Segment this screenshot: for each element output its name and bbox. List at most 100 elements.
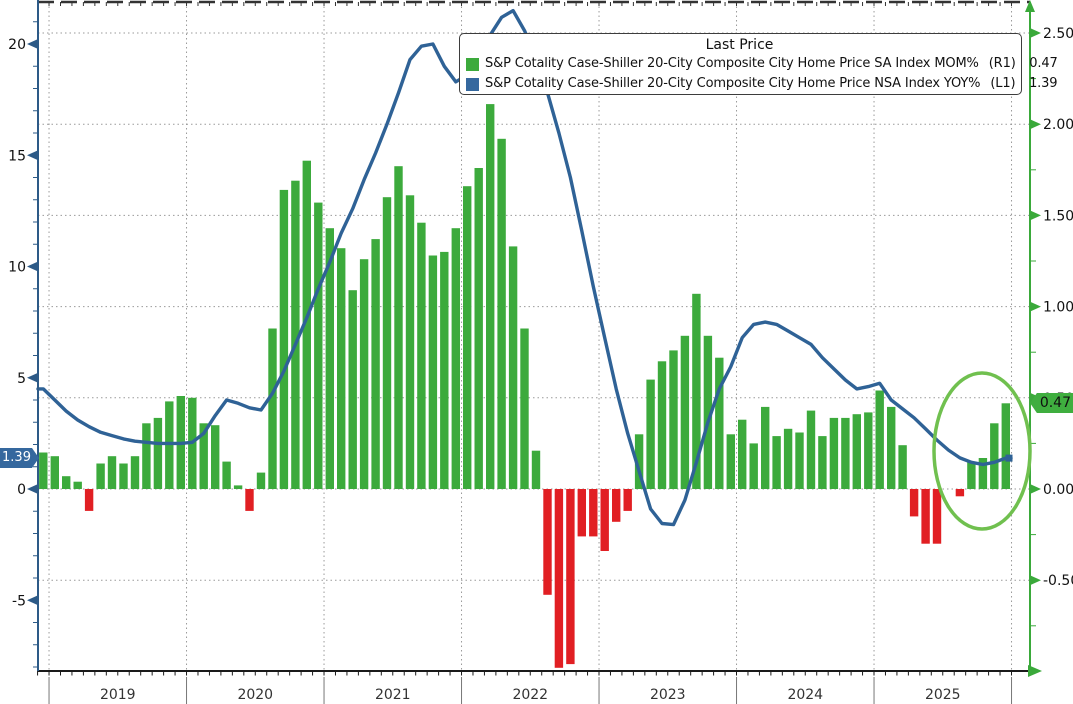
mom-bar [772, 436, 781, 489]
right-tick-arrow-icon [1031, 28, 1041, 38]
left-tick-arrow-icon [27, 150, 37, 160]
legend-title: Last Price [705, 37, 774, 53]
mom-bar [371, 239, 380, 489]
mom-bar [932, 489, 942, 544]
mom-bar [634, 434, 644, 489]
legend-entry-scale: (R1) [988, 56, 1016, 71]
mom-bar [818, 436, 827, 489]
yoy-line [36, 8, 1013, 527]
mom-bar [211, 425, 220, 489]
mom-bar [348, 290, 357, 489]
right-tick-arrow-icon [1031, 302, 1041, 312]
mom-bar [680, 335, 690, 489]
mom-bar [256, 472, 266, 489]
legend-entry-value: 0.47 [1029, 56, 1058, 71]
legend-entry-value: 1.39 [1029, 76, 1058, 91]
legend-entry-mom: S&P Cotality Case-Shiller 20-City Compos… [466, 54, 1058, 74]
left-tick-arrow-icon [27, 262, 37, 271]
x-axis-arrow-icon [1028, 665, 1042, 677]
mom-bar [921, 489, 930, 544]
mom-bar [107, 456, 117, 489]
mom-bar [909, 489, 919, 517]
mom-bar [302, 160, 311, 489]
line-end-marker [1005, 454, 1013, 462]
mom-bar [577, 489, 586, 537]
mom-bar [119, 463, 128, 489]
mom-bar [268, 328, 277, 489]
mom-bar [199, 423, 208, 489]
right-tick-arrow-icon [1031, 484, 1041, 494]
mom-bar [806, 410, 816, 489]
mom-bar [600, 489, 609, 551]
mom-bar [142, 423, 151, 489]
mom-bar [783, 428, 793, 489]
mom-bar [623, 489, 632, 511]
left-tick-arrow-icon [27, 484, 37, 494]
ellipse-annotation [932, 371, 1032, 531]
mom-bar [543, 489, 552, 595]
mom-bar [829, 417, 839, 489]
yoy-series-swatch-icon [466, 77, 479, 91]
mom-bar [554, 489, 564, 668]
mom-bar [130, 456, 140, 489]
mom-bar [852, 414, 861, 489]
mom-last-price-badge: 0.47 [1030, 393, 1073, 413]
left-tick-arrow-icon [27, 373, 37, 383]
yoy-last-price-badge: 1.39 [0, 448, 39, 468]
mom-bar [520, 328, 529, 489]
mom-bar [337, 248, 346, 489]
mom-bar [703, 335, 713, 489]
legend-box[interactable]: Last Price S&P Cotality Case-Shiller 20-… [459, 33, 1058, 95]
mom-bar [165, 401, 174, 489]
axes: 2019 2020 2021 2022 2023 2024 2025 20 15 10 5 0 -5 2.… [8, 0, 1073, 704]
right-axis-tick-label: 0.00 [1043, 482, 1073, 498]
mom-bar [245, 489, 254, 511]
year-label: 2019 [100, 687, 136, 703]
mom-bar [463, 186, 472, 489]
mom-bar [405, 195, 415, 490]
mom-bar [692, 293, 701, 489]
mom-bar [657, 361, 667, 489]
mom-bar [62, 476, 71, 489]
mom-bar [96, 463, 105, 489]
mom-bar [612, 489, 621, 522]
mom-bar [531, 450, 541, 489]
left-axis-tick-label: 0 [17, 482, 26, 498]
plot-area[interactable] [38, 2, 1030, 671]
year-label: 2020 [237, 687, 273, 703]
mom-bar [864, 412, 873, 489]
mom-bar [508, 246, 518, 489]
right-axis-tick-label: 2.00 [1043, 117, 1073, 133]
right-axis-tick-label: 2.50 [1043, 26, 1073, 42]
mom-bar [898, 445, 907, 489]
highlight-ellipse [932, 371, 1032, 531]
mom-bar [474, 168, 483, 489]
mom-bar [955, 489, 965, 497]
mom-bar [359, 259, 369, 489]
legend-entry-yoy: S&P Cotality Case-Shiller 20-City Compos… [466, 74, 1058, 94]
mom-bar [589, 489, 598, 537]
year-label: 2023 [650, 687, 686, 703]
mom-bar [291, 180, 300, 489]
mom-bar [841, 417, 850, 489]
left-axis-tick-label: 5 [17, 371, 26, 387]
mom-bar [73, 481, 82, 489]
mom-bar [325, 228, 334, 489]
year-label: 2021 [375, 687, 411, 703]
mom-bar [566, 489, 575, 665]
mom-bar [394, 166, 403, 489]
mom-bar [715, 357, 724, 489]
right-axis-tick-label: -0.50 [1043, 573, 1073, 589]
right-axis-tick-label: 1.00 [1043, 300, 1073, 316]
mom-bar [222, 461, 231, 489]
mom-bar [314, 202, 323, 489]
mom-bar [486, 104, 495, 489]
mom-bar [738, 419, 747, 489]
mom-bar [749, 443, 758, 489]
mom-bar [428, 255, 438, 489]
mom-series-swatch-icon [466, 57, 479, 71]
right-tick-arrow-icon [1031, 119, 1041, 129]
mom-bar [978, 458, 988, 489]
